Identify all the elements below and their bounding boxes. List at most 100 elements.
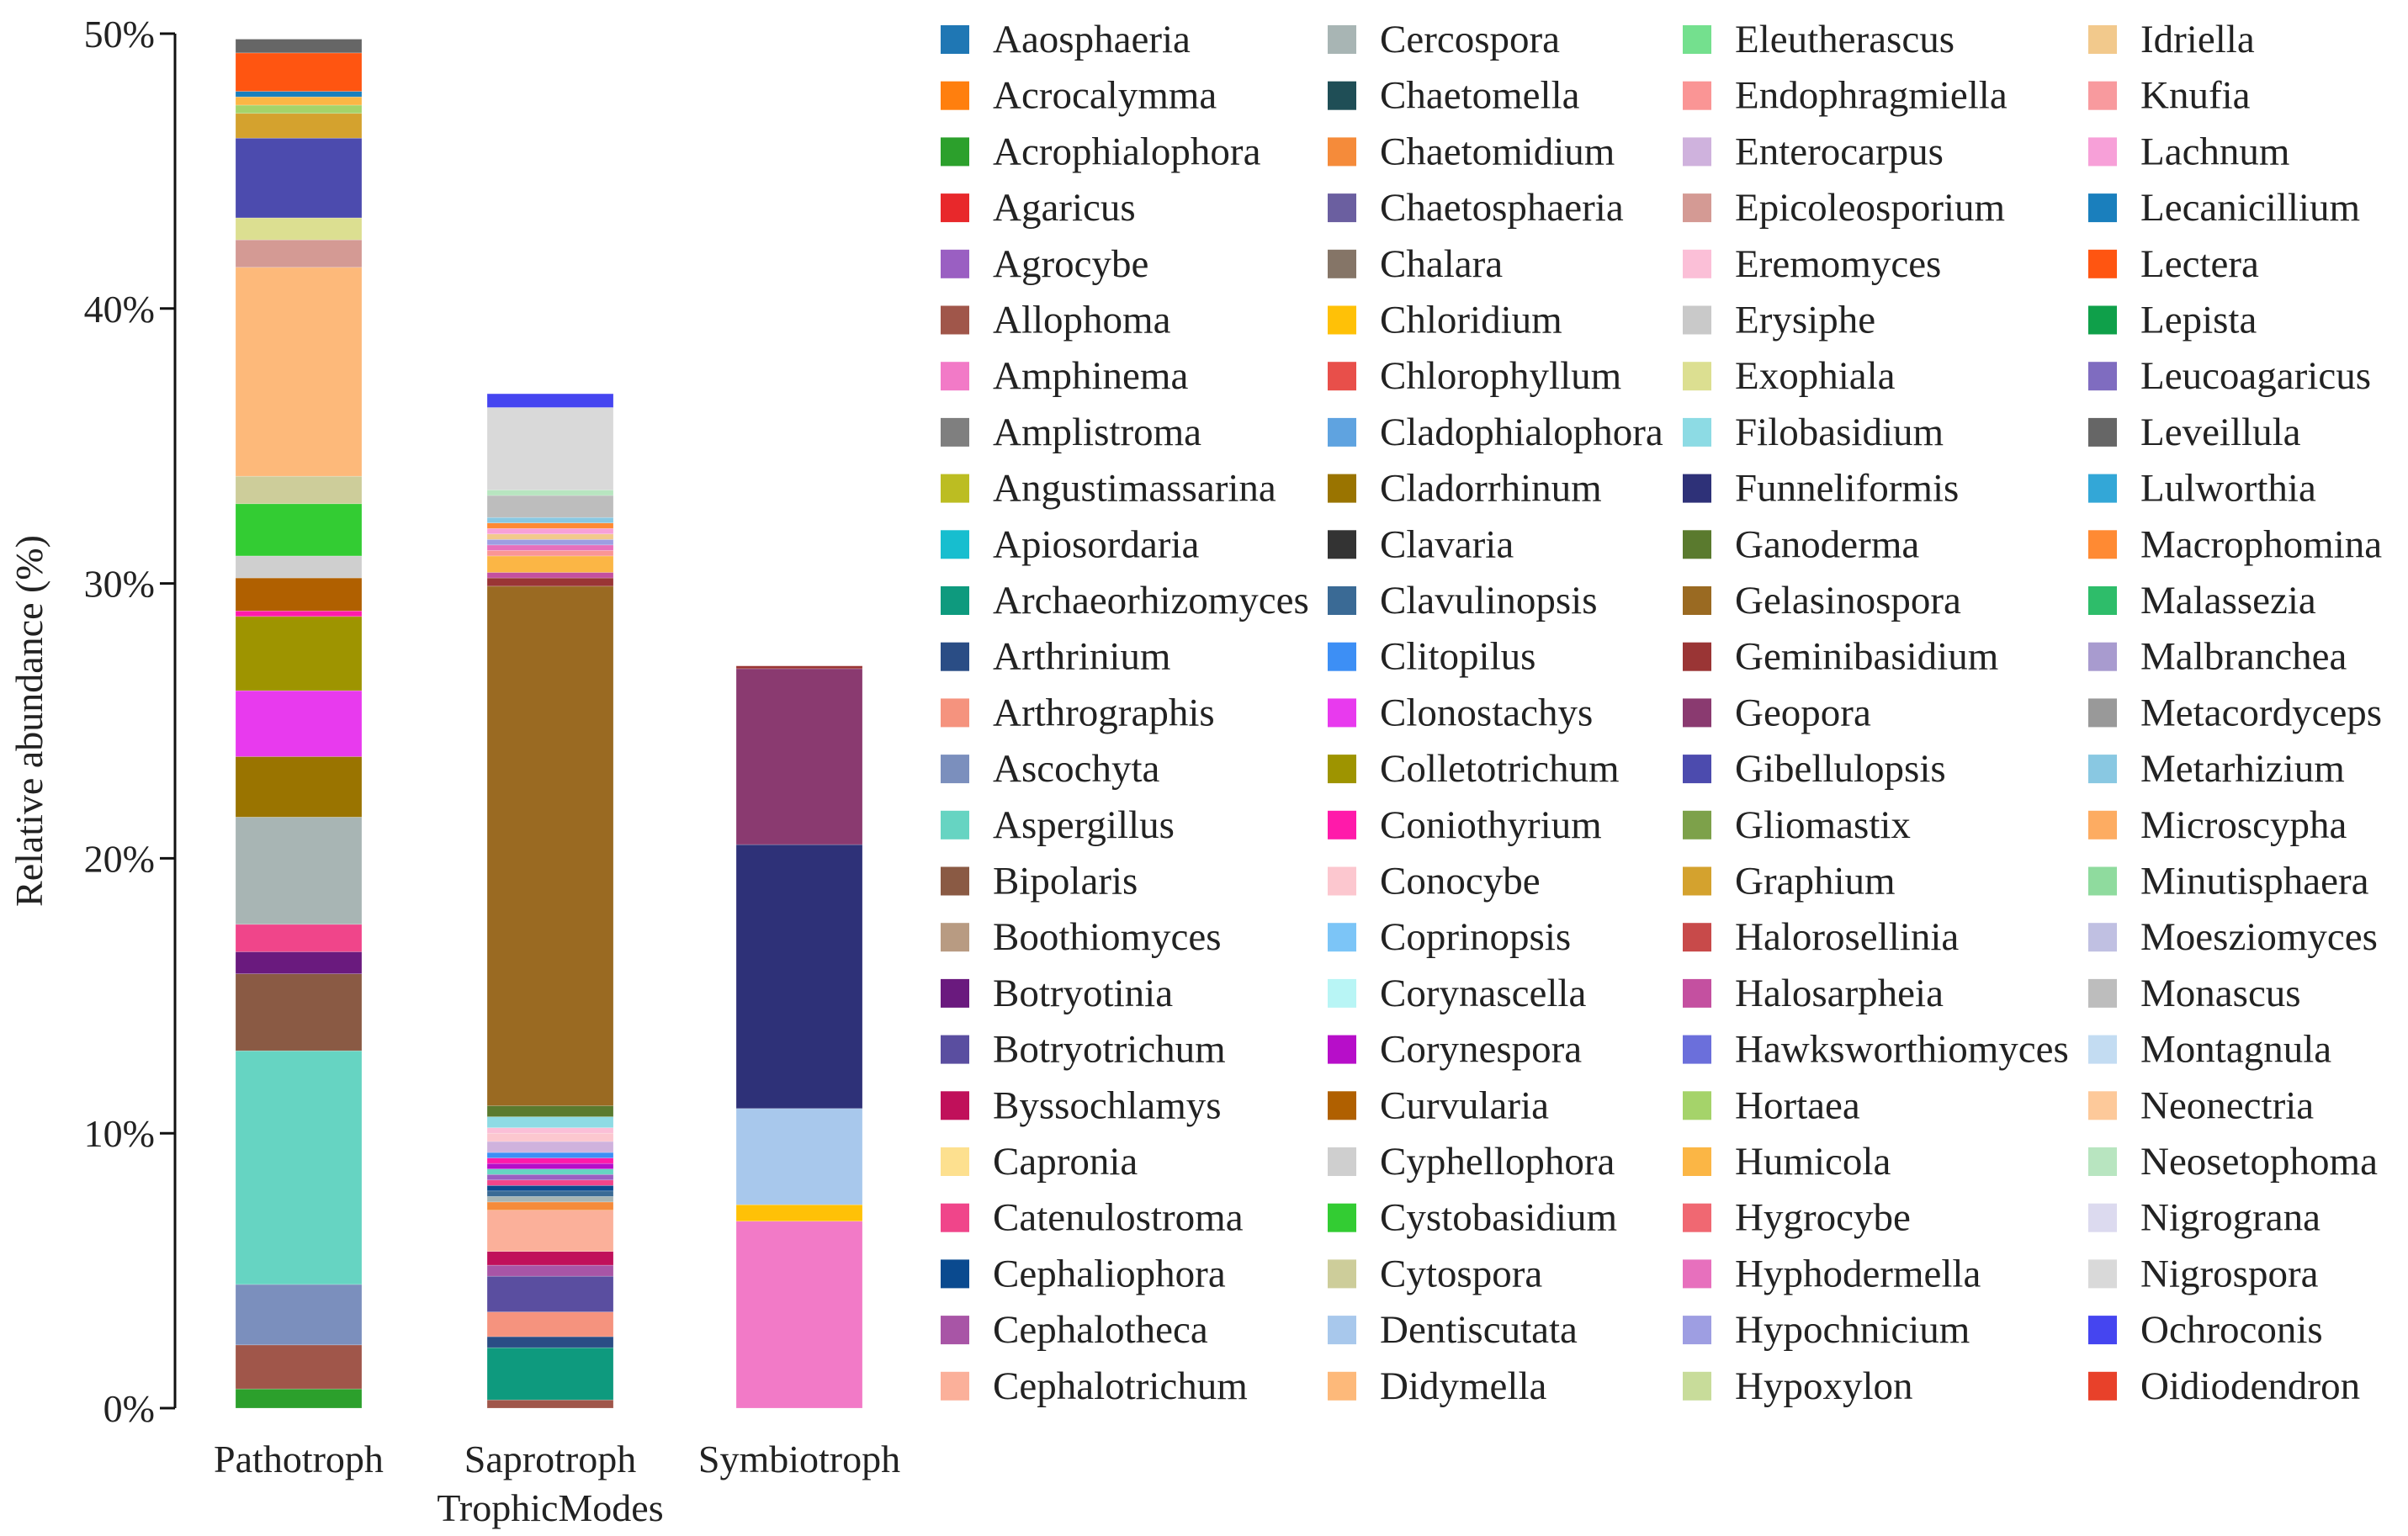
legend-item: Chalara [1328,242,1503,286]
legend-swatch [1683,530,1711,559]
legend-item: Eleutherascus [1683,18,1955,61]
bar-segment-hortaea [235,104,363,114]
bar-segment-cercospora [235,817,363,925]
legend-label: Cladophialophora [1380,410,1663,454]
bar-segment-acrophialophora [235,1388,363,1409]
legend-label: Ascochyta [993,747,1160,791]
legend-label: Hypoxylon [1735,1364,1913,1408]
legend-swatch [2088,698,2117,728]
legend-item: Colletotrichum [1328,747,1620,791]
bar-segment-dentiscutata [735,1108,863,1205]
legend-swatch [941,193,969,223]
legend-label: Halosarpheia [1735,972,1944,1015]
legend-swatch [1328,81,1356,110]
legend-label: Arthrinium [993,635,1170,679]
legend-swatch [941,1316,969,1345]
legend-item: Hyphodermella [1683,1252,1981,1295]
legend-swatch [941,1147,969,1176]
legend-item: Endophragmiella [1683,74,2008,118]
legend-label: Agrocybe [993,242,1148,286]
legend-label: Capronia [993,1140,1138,1184]
legend-swatch [1683,81,1711,110]
legend-swatch [1328,474,1356,503]
legend-label: Cephalotheca [993,1308,1208,1352]
legend-item: Macrophomina [2088,522,2382,566]
legend-label: Nigrograna [2140,1196,2320,1240]
legend-item: Lepista [2088,299,2257,342]
y-tick-label: 50% [84,13,155,56]
legend-label: Lepista [2140,299,2257,342]
legend-swatch [1328,698,1356,728]
legend-label: Cytospora [1380,1252,1542,1295]
bar-segment-corynespora [486,1163,614,1169]
legend-label: Macrophomina [2140,522,2382,566]
legend-swatch [2088,1316,2117,1345]
bar-segment-clitopilus [486,1152,614,1158]
legend-item: Curvularia [1328,1083,1549,1127]
bar-segment-allophoma [486,1399,614,1409]
legend-label: Agaricus [993,186,1136,230]
legend-swatch [2088,1371,2117,1401]
legend-label: Apiosordaria [993,522,1200,566]
legend-label: Lectera [2140,242,2259,286]
plot-area: 0% 10% 20% 30% 40% 50% Pathotroph Saprotroph Sy… [8,13,900,1529]
bar-segment-catenulostroma [486,1179,614,1186]
legend-label: Angustimassarina [993,467,1276,511]
legend-label: Gliomastix [1735,803,1911,847]
legend-item: Lulworthia [2088,467,2316,511]
legend-label: Clonostachys [1380,691,1593,734]
legend-label: Chalara [1380,242,1503,286]
legend-item: Idriella [2088,18,2255,61]
x-tick-labels: Pathotroph Saprotroph Symbiotroph [214,1438,900,1480]
legend-label: Hygrocybe [1735,1196,1911,1240]
bar-segment-coniothyrium [486,1157,614,1164]
legend-item: Aspergillus [941,803,1175,847]
legend-item: Leucoagaricus [2088,354,2371,398]
legend-item: Lecanicillium [2088,186,2360,230]
legend-swatch [941,474,969,503]
legend-swatch [941,137,969,167]
legend-label: Cyphellophora [1380,1140,1615,1184]
legend-swatch [941,698,969,728]
legend-item: Arthrinium [941,635,1170,679]
legend-swatch [2088,81,2117,110]
legend-item: Malbranchea [2088,635,2347,679]
legend-swatch [1328,1203,1356,1232]
legend-item: Microscypha [2088,803,2347,847]
legend-label: Eleutherascus [1735,18,1955,61]
bar-segment-coniothyrium [235,610,363,617]
legend-label: Endophragmiella [1735,74,2008,118]
legend-item: Byssochlamys [941,1083,1222,1127]
legend-item: Ochroconis [2088,1308,2323,1352]
bar-segment-clonostachys [235,690,363,757]
legend-swatch [941,1203,969,1232]
legend-swatch [1328,417,1356,447]
legend-item: Apiosordaria [941,522,1200,566]
legend-item: Nigrospora [2088,1252,2319,1295]
legend-item: Chaetosphaeria [1328,186,1624,230]
legend-item: Agaricus [941,186,1136,230]
legend-swatch [941,978,969,1008]
legend-item: Botryotinia [941,972,1173,1015]
legend-label: Aspergillus [993,803,1175,847]
legend-label: Funneliformis [1735,467,1959,511]
legend-swatch [941,866,969,896]
bar-segment-cephalotheca [486,1264,614,1277]
legend: Aaosphaeria Acrocalymma Acrophialophora Aga… [941,18,2382,1408]
legend-swatch [1683,642,1711,671]
legend-swatch [941,25,969,54]
legend-item: Halosarpheia [1683,972,1944,1015]
legend-swatch [1328,137,1356,167]
bars [235,39,863,1409]
legend-label: Eremomyces [1735,242,1941,286]
legend-swatch [1683,25,1711,54]
legend-item: Clavulinopsis [1328,579,1598,622]
bar-segment-arthrinium [486,1336,614,1348]
legend-swatch [2088,362,2117,391]
legend-swatch [2088,25,2117,54]
legend-swatch [1683,362,1711,391]
bar-symbiotroph [735,665,863,1409]
legend-item: Malassezia [2088,579,2316,622]
legend-item: Nigrograna [2088,1196,2320,1240]
legend-swatch [1328,978,1356,1008]
